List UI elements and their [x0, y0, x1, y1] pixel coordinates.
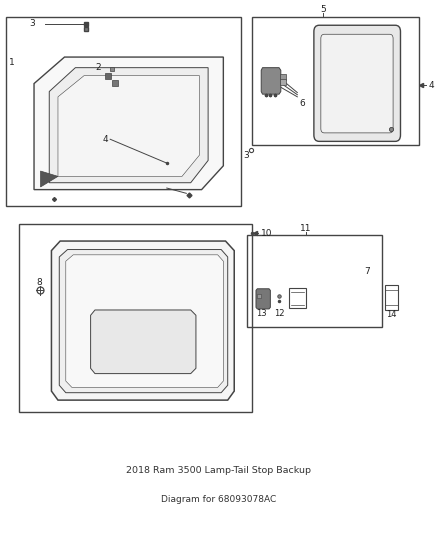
- Bar: [247, 235, 382, 327]
- Polygon shape: [91, 310, 196, 374]
- Text: 7: 7: [364, 268, 370, 276]
- Polygon shape: [51, 241, 234, 400]
- Text: 1: 1: [9, 58, 15, 67]
- Text: 6: 6: [300, 99, 305, 108]
- Bar: [252, 17, 419, 144]
- Text: 5: 5: [321, 5, 326, 14]
- Text: 3: 3: [29, 19, 35, 28]
- Text: 10: 10: [261, 229, 272, 238]
- Text: 4: 4: [103, 135, 109, 144]
- Text: 14: 14: [386, 310, 397, 319]
- Polygon shape: [256, 289, 270, 309]
- Text: 11: 11: [300, 224, 312, 233]
- FancyBboxPatch shape: [321, 34, 393, 133]
- Polygon shape: [66, 255, 223, 387]
- Polygon shape: [41, 171, 58, 187]
- Text: 12: 12: [274, 309, 284, 318]
- Bar: [19, 224, 252, 413]
- Text: 2: 2: [95, 63, 101, 72]
- Polygon shape: [261, 68, 281, 94]
- Text: 3: 3: [244, 151, 249, 160]
- Polygon shape: [59, 249, 228, 393]
- Bar: [385, 285, 398, 310]
- Text: Diagram for 68093078AC: Diagram for 68093078AC: [161, 495, 277, 504]
- Text: 8: 8: [37, 278, 42, 287]
- Text: 13: 13: [256, 309, 267, 318]
- Text: 2018 Ram 3500 Lamp-Tail Stop Backup: 2018 Ram 3500 Lamp-Tail Stop Backup: [127, 466, 311, 475]
- Bar: [6, 17, 241, 206]
- Bar: [289, 288, 306, 308]
- Polygon shape: [49, 68, 208, 183]
- FancyBboxPatch shape: [314, 25, 400, 141]
- Polygon shape: [58, 76, 199, 176]
- Text: 4: 4: [428, 80, 434, 90]
- Polygon shape: [34, 57, 223, 190]
